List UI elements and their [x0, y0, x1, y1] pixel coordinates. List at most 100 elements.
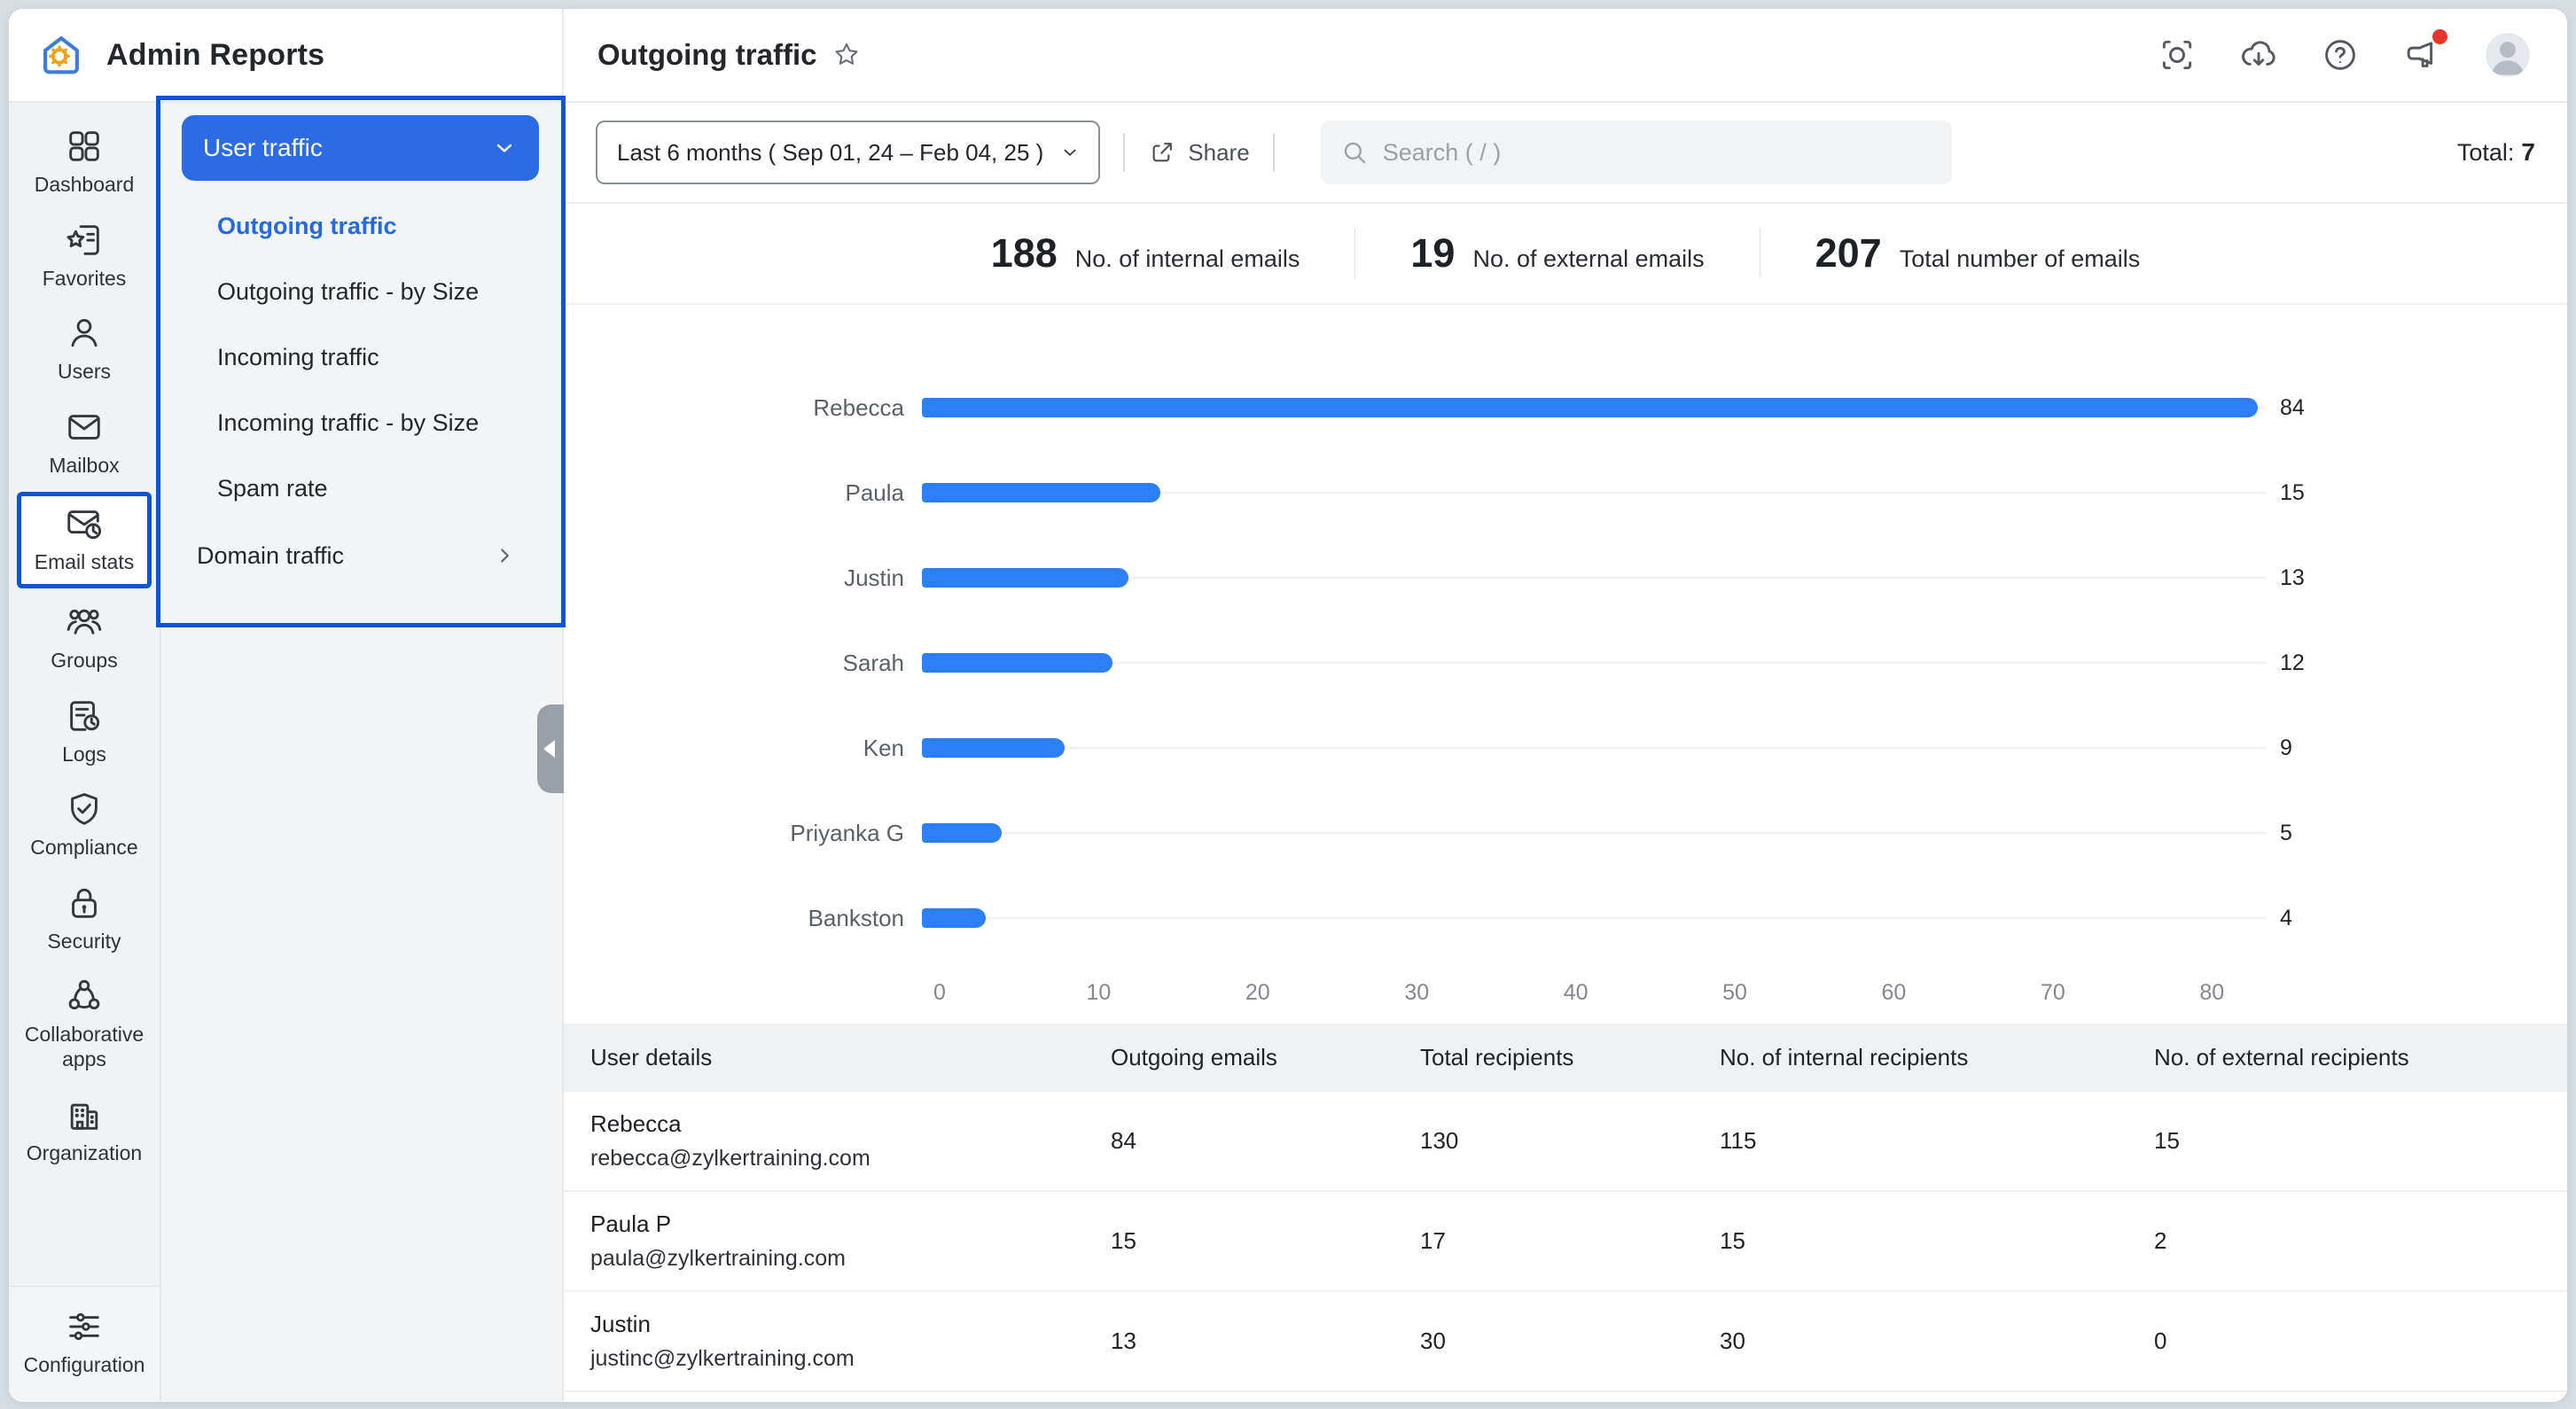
summary-stats: 188 No. of internal emails 19 No. of extern… [564, 204, 2567, 305]
sidebar-item-collaborative-apps[interactable]: Collaborative apps [12, 965, 157, 1083]
submenu-item-outgoing-traffic[interactable]: Outgoing traffic [217, 212, 397, 239]
app-title: Admin Reports [106, 37, 325, 72]
screen-capture-icon[interactable] [2158, 35, 2197, 74]
submenu-group-user-traffic[interactable]: User traffic [182, 115, 539, 181]
sidebar-item-security[interactable]: Security [12, 872, 157, 966]
submenu-panel: User traffic Outgoing traffic Outgoing tr… [156, 96, 566, 1402]
search-icon [1344, 142, 1366, 164]
security-icon [64, 883, 105, 923]
chart-track-line [922, 491, 2266, 494]
axis-tick-label: 80 [2199, 980, 2225, 1005]
submenu-group-label: Domain traffic [197, 541, 345, 569]
chart-category-label: Ken [863, 734, 904, 761]
sidebar-item-logs[interactable]: Logs [12, 685, 157, 779]
column-header-no-of-internal-recipients: No. of internal recipients [1720, 1044, 1969, 1070]
users-icon [64, 313, 105, 354]
submenu-item-incoming-traffic-by-size[interactable]: Incoming traffic - by Size [217, 409, 480, 436]
sidebar-item-configuration[interactable]: Configuration [12, 1296, 157, 1390]
chart-track [922, 876, 2266, 961]
email-stats-icon [64, 503, 105, 544]
toolbar-divider [1272, 133, 1275, 172]
sidebar-item-label: Dashboard [34, 173, 135, 196]
toolbar-divider [1123, 133, 1126, 172]
share-button[interactable]: Share [1148, 138, 1250, 167]
sidebar-nav: Dashboard Favorites Users Mailbox Email stat… [9, 115, 160, 1177]
stat-value: 19 [1410, 230, 1456, 276]
sidebar-item-compliance[interactable]: Compliance [12, 778, 157, 872]
configuration-icon [64, 1306, 105, 1347]
total-count: Total: 7 [2457, 138, 2535, 167]
sidebar-item-mailbox[interactable]: Mailbox [12, 396, 157, 490]
axis-tick-label: 0 [933, 980, 946, 1005]
sidebar-bottom: Configuration [9, 1286, 160, 1402]
chart-row-sarah: Sarah 12 [564, 620, 2567, 705]
chart-value-label: 84 [2280, 394, 2305, 420]
mailbox-icon [64, 407, 105, 448]
cloud-download-icon [2239, 35, 2278, 74]
chart-row-paula: Paula 15 [564, 450, 2567, 535]
table-header: User details Outgoing emails Total recipie… [564, 1024, 2567, 1092]
report-toolbar: Last 6 months ( Sep 01, 24 – Feb 04, 25 … [564, 103, 2567, 204]
table-row-paula-p[interactable]: Paula P paula@zylkertraining.com 15 17 15 2 [564, 1192, 2567, 1292]
stat-no-of-external-emails: 19 No. of external emails [1410, 230, 1704, 276]
cloud-download-icon[interactable] [2239, 35, 2278, 74]
announcements-icon [2402, 35, 2441, 74]
sidebar-item-label: Configuration [23, 1353, 145, 1377]
table-cell-value: 17 [1420, 1227, 1446, 1254]
sidebar-item-email-stats[interactable]: Email stats [17, 492, 152, 588]
chart-track-line [922, 576, 2266, 580]
sidebar-item-organization[interactable]: Organization [12, 1084, 157, 1178]
total-label: Total: [2456, 139, 2515, 166]
sidebar-item-label: Compliance [30, 836, 138, 860]
chart-value-label: 12 [2280, 650, 2305, 675]
avatar[interactable] [2484, 31, 2532, 79]
column-header-outgoing-emails: Outgoing emails [1111, 1044, 1277, 1070]
user-details-cell: Paula P paula@zylkertraining.com [590, 1210, 1111, 1272]
table-cell-value: 15 [1720, 1227, 1745, 1254]
chart-category-label: Priyanka G [790, 819, 904, 846]
chart-category-label: Sarah [842, 649, 904, 676]
table-row-rebecca[interactable]: Rebecca rebecca@zylkertraining.com 84 130 11… [564, 1092, 2567, 1192]
stat-label: Total number of emails [1899, 245, 2141, 272]
announcements-icon[interactable] [2402, 29, 2447, 74]
chart-track [922, 450, 2266, 535]
sidebar-item-favorites[interactable]: Favorites [12, 209, 157, 303]
axis-tick-label: 20 [1245, 980, 1270, 1005]
sidebar-item-users[interactable]: Users [12, 302, 157, 396]
sidebar-item-label: Logs [62, 742, 106, 766]
chart-row-rebecca: Rebecca 84 [564, 365, 2567, 450]
chart-value-label: 15 [2280, 479, 2305, 505]
favorite-star-icon[interactable] [831, 39, 863, 71]
submenu-item-outgoing-traffic-by-size[interactable]: Outgoing traffic - by Size [217, 277, 480, 305]
chart-bar [922, 908, 986, 928]
sidebar-item-label: Users [57, 360, 112, 384]
collapse-panel-handle[interactable] [537, 704, 564, 793]
compliance-icon [64, 789, 105, 829]
sidebar-item-label: Mailbox [49, 453, 120, 477]
column-header-no-of-external-recipients: No. of external recipients [2154, 1044, 2409, 1070]
topbar: Admin Reports Outgoing traffic [9, 9, 2567, 103]
logs-icon [64, 696, 105, 736]
sidebar-item-label: Security [47, 929, 121, 953]
help-icon[interactable] [2321, 35, 2360, 74]
date-range-dropdown[interactable]: Last 6 months ( Sep 01, 24 – Feb 04, 25 … [596, 121, 1101, 184]
chart-row-priyanka-g: Priyanka G 5 [564, 790, 2567, 876]
chart-track [922, 620, 2266, 705]
submenu-item-spam-rate[interactable]: Spam rate [217, 474, 328, 502]
axis-tick-label: 30 [1404, 980, 1430, 1005]
submenu-group-domain-traffic[interactable]: Domain traffic [161, 523, 562, 588]
sidebar-item-dashboard[interactable]: Dashboard [12, 115, 157, 209]
sidebar-item-label: Organization [26, 1140, 143, 1164]
stat-value: 188 [990, 230, 1058, 276]
chart-bar [922, 568, 1129, 588]
chart-track-line [922, 831, 2266, 835]
table-row-justin[interactable]: Justin justinc@zylkertraining.com 13 30 30 0 [564, 1292, 2567, 1392]
stat-total-number-of-emails: 207 Total number of emails [1815, 230, 2141, 276]
table-cell-value: 15 [1111, 1227, 1136, 1254]
table-cell-value: 13 [1111, 1327, 1136, 1354]
chart-category-label: Justin [844, 564, 904, 591]
sidebar-item-groups[interactable]: Groups [12, 591, 157, 685]
search-input[interactable] [1382, 138, 1932, 167]
stats-divider [1354, 229, 1356, 278]
submenu-item-incoming-traffic[interactable]: Incoming traffic [217, 343, 379, 370]
